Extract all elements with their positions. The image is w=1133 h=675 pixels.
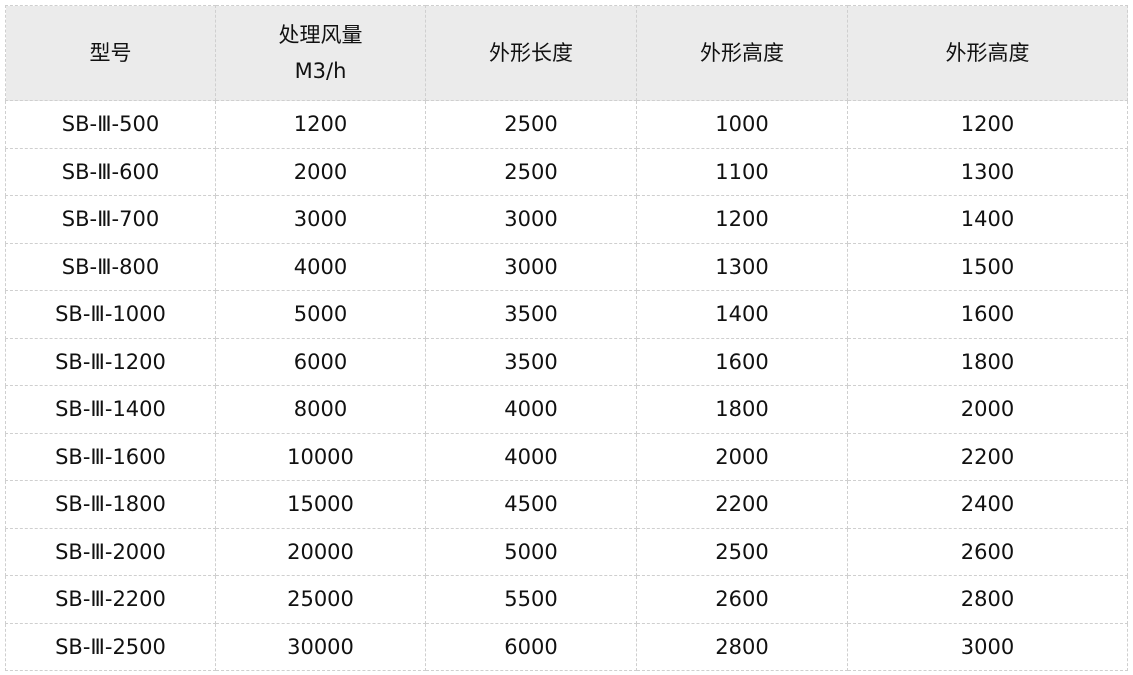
table-cell: 1400 bbox=[636, 290, 848, 339]
table-cell: 2600 bbox=[847, 527, 1128, 576]
table-cell: 1500 bbox=[847, 242, 1128, 291]
table-cell: 3000 bbox=[425, 242, 637, 291]
table-cell: 3000 bbox=[847, 622, 1128, 671]
table-cell: SB-Ⅲ-1400 bbox=[5, 385, 216, 434]
table-cell: 2500 bbox=[425, 100, 637, 149]
table-cell: 4000 bbox=[425, 385, 637, 434]
table-row: SB-Ⅲ-2200 25000 5500 2600 2800 bbox=[5, 575, 1128, 624]
column-header: 外形长度 bbox=[425, 5, 637, 101]
table-cell: 2000 bbox=[636, 432, 848, 481]
table-cell: 1200 bbox=[215, 100, 426, 149]
header-row: 型号 处理风量 M3/h 外形长度 外形高度 外形高度 bbox=[5, 5, 1128, 101]
column-header-label: 型号 bbox=[89, 41, 132, 65]
table-cell: 25000 bbox=[215, 575, 426, 624]
table-cell: 4000 bbox=[425, 432, 637, 481]
table-cell: 1200 bbox=[847, 100, 1128, 149]
table-cell: SB-Ⅲ-700 bbox=[5, 195, 216, 244]
table-row: SB-Ⅲ-600 2000 2500 1100 1300 bbox=[5, 147, 1128, 196]
table-cell: 2200 bbox=[847, 432, 1128, 481]
table-row: SB-Ⅲ-1800 15000 4500 2200 2400 bbox=[5, 480, 1128, 529]
table-cell: 2600 bbox=[636, 575, 848, 624]
column-header: 处理风量 M3/h bbox=[215, 5, 426, 101]
table-row: SB-Ⅲ-500 1200 2500 1000 1200 bbox=[5, 100, 1128, 149]
table-cell: SB-Ⅲ-2200 bbox=[5, 575, 216, 624]
table-cell: 30000 bbox=[215, 622, 426, 671]
table-cell: 3500 bbox=[425, 290, 637, 339]
table-cell: SB-Ⅲ-1600 bbox=[5, 432, 216, 481]
table-cell: 2000 bbox=[847, 385, 1128, 434]
column-header: 外形高度 bbox=[847, 5, 1128, 101]
table-cell: 1600 bbox=[636, 337, 848, 386]
table-cell: 2400 bbox=[847, 480, 1128, 529]
column-header-unit: M3/h bbox=[294, 59, 347, 83]
table-cell: 1600 bbox=[847, 290, 1128, 339]
table-cell: 2800 bbox=[847, 575, 1128, 624]
table-cell: 2500 bbox=[425, 147, 637, 196]
table-cell: SB-Ⅲ-1800 bbox=[5, 480, 216, 529]
table-cell: 3500 bbox=[425, 337, 637, 386]
table-cell: 2200 bbox=[636, 480, 848, 529]
table-row: SB-Ⅲ-1600 10000 4000 2000 2200 bbox=[5, 432, 1128, 481]
table-cell: 1800 bbox=[636, 385, 848, 434]
table-row: SB-Ⅲ-1400 8000 4000 1800 2000 bbox=[5, 385, 1128, 434]
table-cell: 4500 bbox=[425, 480, 637, 529]
table-cell: 6000 bbox=[215, 337, 426, 386]
table-cell: 1300 bbox=[847, 147, 1128, 196]
table-cell: 6000 bbox=[425, 622, 637, 671]
column-header-label: 外形高度 bbox=[945, 41, 1030, 65]
table-cell: SB-Ⅲ-1000 bbox=[5, 290, 216, 339]
table-cell: 20000 bbox=[215, 527, 426, 576]
table-cell: 5000 bbox=[215, 290, 426, 339]
column-header-label: 处理风量 bbox=[278, 23, 363, 47]
table-cell: 8000 bbox=[215, 385, 426, 434]
table-cell: SB-Ⅲ-2000 bbox=[5, 527, 216, 576]
table-cell: 5500 bbox=[425, 575, 637, 624]
spec-table: 型号 处理风量 M3/h 外形长度 外形高度 外形高度 SB-Ⅲ-500 1200 2500 1… bbox=[5, 5, 1128, 671]
table-cell: 15000 bbox=[215, 480, 426, 529]
table-cell: 5000 bbox=[425, 527, 637, 576]
table-cell: 1400 bbox=[847, 195, 1128, 244]
table-cell: 3000 bbox=[215, 195, 426, 244]
table-row: SB-Ⅲ-1000 5000 3500 1400 1600 bbox=[5, 290, 1128, 339]
column-header-label: 外形高度 bbox=[700, 41, 784, 65]
table-cell: 2500 bbox=[636, 527, 848, 576]
table-cell: 3000 bbox=[425, 195, 637, 244]
table-row: SB-Ⅲ-700 3000 3000 1200 1400 bbox=[5, 195, 1128, 244]
table-row: SB-Ⅲ-2500 30000 6000 2800 3000 bbox=[5, 622, 1128, 671]
table-cell: SB-Ⅲ-800 bbox=[5, 242, 216, 291]
table-cell: 1300 bbox=[636, 242, 848, 291]
table-cell: 1800 bbox=[847, 337, 1128, 386]
table-cell: 2000 bbox=[215, 147, 426, 196]
table-cell: 10000 bbox=[215, 432, 426, 481]
column-header: 外形高度 bbox=[636, 5, 848, 101]
table-cell: 2800 bbox=[636, 622, 848, 671]
table-row: SB-Ⅲ-1200 6000 3500 1600 1800 bbox=[5, 337, 1128, 386]
table-cell: 1100 bbox=[636, 147, 848, 196]
table-cell: 1000 bbox=[636, 100, 848, 149]
column-header-label: 外形长度 bbox=[489, 41, 573, 65]
table-body: SB-Ⅲ-500 1200 2500 1000 1200 SB-Ⅲ-600 2000 2500… bbox=[5, 100, 1128, 671]
table-cell: 4000 bbox=[215, 242, 426, 291]
column-header: 型号 bbox=[5, 5, 216, 101]
table-cell: SB-Ⅲ-2500 bbox=[5, 622, 216, 671]
table-cell: SB-Ⅲ-600 bbox=[5, 147, 216, 196]
table-cell: 1200 bbox=[636, 195, 848, 244]
table-row: SB-Ⅲ-800 4000 3000 1300 1500 bbox=[5, 242, 1128, 291]
table-cell: SB-Ⅲ-1200 bbox=[5, 337, 216, 386]
table-row: SB-Ⅲ-2000 20000 5000 2500 2600 bbox=[5, 527, 1128, 576]
table-cell: SB-Ⅲ-500 bbox=[5, 100, 216, 149]
